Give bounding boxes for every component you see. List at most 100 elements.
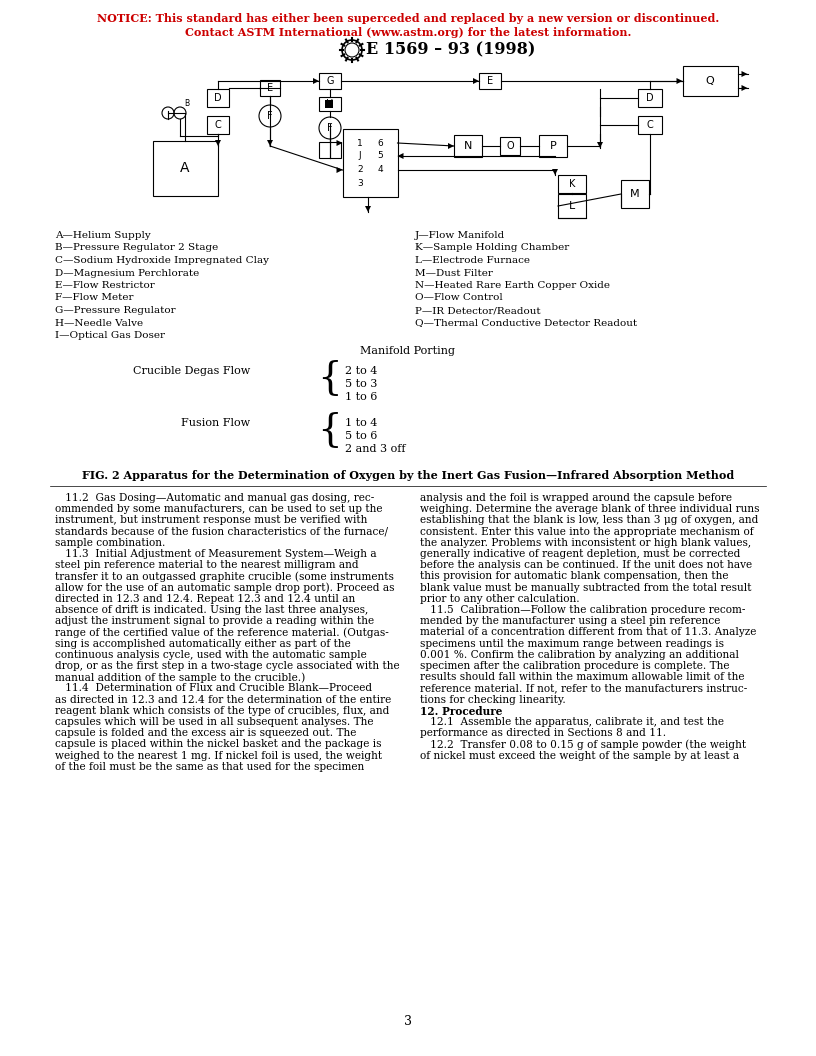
Polygon shape <box>215 140 221 146</box>
Text: O—Flow Control: O—Flow Control <box>415 294 503 302</box>
Text: NOTICE: This standard has either been superceded and replaced by a new version o: NOTICE: This standard has either been su… <box>97 13 719 24</box>
Text: 12.1  Assemble the apparatus, calibrate it, and test the: 12.1 Assemble the apparatus, calibrate i… <box>420 717 724 727</box>
Text: mended by the manufacturer using a steel pin reference: mended by the manufacturer using a steel… <box>420 617 721 626</box>
Text: J—Flow Manifold: J—Flow Manifold <box>415 231 505 240</box>
Text: E—Flow Restrictor: E—Flow Restrictor <box>55 281 155 290</box>
Text: {: { <box>317 413 343 450</box>
Polygon shape <box>597 142 603 148</box>
Text: blank value must be manually subtracted from the total result: blank value must be manually subtracted … <box>420 583 752 592</box>
Polygon shape <box>552 169 558 175</box>
Polygon shape <box>397 153 403 159</box>
Text: B—Pressure Regulator 2 Stage: B—Pressure Regulator 2 Stage <box>55 244 218 252</box>
Text: H: H <box>326 99 334 109</box>
Bar <box>682 65 738 96</box>
Text: C: C <box>215 120 221 130</box>
Text: 3: 3 <box>357 178 363 188</box>
Text: weighing. Determine the average blank of three individual runs: weighing. Determine the average blank of… <box>420 504 760 514</box>
Text: A—Helium Supply: A—Helium Supply <box>55 231 151 240</box>
Text: 6: 6 <box>377 138 383 148</box>
Text: F—Flow Meter: F—Flow Meter <box>55 294 134 302</box>
Text: of nickel must exceed the weight of the sample by at least a: of nickel must exceed the weight of the … <box>420 751 739 760</box>
Polygon shape <box>267 140 273 146</box>
Text: M—Dust Filter: M—Dust Filter <box>415 268 493 278</box>
Polygon shape <box>676 78 682 84</box>
Text: as directed in 12.3 and 12.4 for the determination of the entire: as directed in 12.3 and 12.4 for the det… <box>55 695 391 704</box>
Bar <box>454 135 482 157</box>
Text: this provision for automatic blank compensation, then the: this provision for automatic blank compe… <box>420 571 729 582</box>
Text: N: N <box>463 142 472 151</box>
Polygon shape <box>742 84 747 91</box>
Text: C: C <box>646 120 654 130</box>
Text: prior to any other calculation.: prior to any other calculation. <box>420 593 579 604</box>
Bar <box>325 100 333 108</box>
Bar <box>319 97 341 111</box>
Text: before the analysis can be continued. If the unit does not have: before the analysis can be continued. If… <box>420 560 752 570</box>
Text: 11.5  Calibration—Follow the calibration procedure recom-: 11.5 Calibration—Follow the calibration … <box>420 605 745 615</box>
Text: analysis and the foil is wrapped around the capsule before: analysis and the foil is wrapped around … <box>420 493 732 503</box>
Bar <box>621 180 649 208</box>
Bar <box>260 80 280 96</box>
Text: P—IR Detector/Readout: P—IR Detector/Readout <box>415 306 541 315</box>
Text: capsules which will be used in all subsequent analyses. The: capsules which will be used in all subse… <box>55 717 374 727</box>
Polygon shape <box>448 143 454 149</box>
Text: 4: 4 <box>377 166 383 174</box>
Polygon shape <box>336 140 343 146</box>
Text: tions for checking linearity.: tions for checking linearity. <box>420 695 565 704</box>
Text: L—Electrode Furnace: L—Electrode Furnace <box>415 256 530 265</box>
Text: E: E <box>267 83 273 93</box>
Text: B: B <box>184 99 189 108</box>
Text: establishing that the blank is low, less than 3 μg of oxygen, and: establishing that the blank is low, less… <box>420 515 758 526</box>
Text: 5: 5 <box>377 151 383 161</box>
Text: 2 and 3 off: 2 and 3 off <box>345 444 406 454</box>
Text: Fusion Flow: Fusion Flow <box>181 418 250 428</box>
Bar <box>153 140 218 195</box>
Text: A: A <box>180 161 190 175</box>
Text: continuous analysis cycle, used with the automatic sample: continuous analysis cycle, used with the… <box>55 649 366 660</box>
Text: specimen after the calibration procedure is complete. The: specimen after the calibration procedure… <box>420 661 730 671</box>
Text: 5 to 6: 5 to 6 <box>345 431 377 441</box>
Text: range of the certified value of the reference material. (Outgas-: range of the certified value of the refe… <box>55 627 388 638</box>
Text: E 1569 – 93 (1998): E 1569 – 93 (1998) <box>366 41 535 58</box>
Text: K: K <box>569 180 575 189</box>
Text: performance as directed in Sections 8 and 11.: performance as directed in Sections 8 an… <box>420 729 666 738</box>
Text: manual addition of the sample to the crucible.): manual addition of the sample to the cru… <box>55 673 305 683</box>
Bar <box>319 142 341 158</box>
Text: Q—Thermal Conductive Detector Readout: Q—Thermal Conductive Detector Readout <box>415 319 637 327</box>
Text: E: E <box>487 76 493 86</box>
Text: D: D <box>214 93 222 103</box>
Text: 2: 2 <box>357 166 363 174</box>
Text: 12. Procedure: 12. Procedure <box>420 705 503 717</box>
Text: C—Sodium Hydroxide Impregnated Clay: C—Sodium Hydroxide Impregnated Clay <box>55 256 269 265</box>
Text: generally indicative of reagent depletion, must be corrected: generally indicative of reagent depletio… <box>420 549 740 559</box>
Text: absence of drift is indicated. Using the last three analyses,: absence of drift is indicated. Using the… <box>55 605 368 615</box>
Text: reference material. If not, refer to the manufacturers instruc-: reference material. If not, refer to the… <box>420 683 747 694</box>
Polygon shape <box>473 78 479 84</box>
Text: 1: 1 <box>357 138 363 148</box>
Text: results should fall within the maximum allowable limit of the: results should fall within the maximum a… <box>420 673 744 682</box>
Polygon shape <box>313 78 319 84</box>
Polygon shape <box>742 71 747 77</box>
Text: FIG. 2 Apparatus for the Determination of Oxygen by the Inert Gas Fusion—Infrare: FIG. 2 Apparatus for the Determination o… <box>82 470 734 480</box>
Text: transfer it to an outgassed graphite crucible (some instruments: transfer it to an outgassed graphite cru… <box>55 571 394 582</box>
Text: 11.3  Initial Adjustment of Measurement System—Weigh a: 11.3 Initial Adjustment of Measurement S… <box>55 549 377 559</box>
Text: instrument, but instrument response must be verified with: instrument, but instrument response must… <box>55 515 367 526</box>
Text: I: I <box>329 145 331 155</box>
Bar <box>638 116 662 134</box>
Text: weighed to the nearest 1 mg. If nickel foil is used, the weight: weighed to the nearest 1 mg. If nickel f… <box>55 751 382 760</box>
Bar <box>479 73 501 89</box>
Polygon shape <box>365 206 371 212</box>
Text: standards because of the fusion characteristics of the furnace/: standards because of the fusion characte… <box>55 527 388 536</box>
Text: Q: Q <box>706 76 714 86</box>
Bar <box>207 89 229 107</box>
Bar <box>500 137 520 155</box>
Text: 1 to 6: 1 to 6 <box>345 392 377 402</box>
Text: 11.4  Determination of Flux and Crucible Blank—Proceed: 11.4 Determination of Flux and Crucible … <box>55 683 372 694</box>
Bar <box>207 116 229 134</box>
Text: Manifold Porting: Manifold Porting <box>361 346 455 356</box>
Text: 1 to 4: 1 to 4 <box>345 418 377 428</box>
Text: 5 to 3: 5 to 3 <box>345 379 377 389</box>
Text: Contact ASTM International (www.astm.org) for the latest information.: Contact ASTM International (www.astm.org… <box>184 27 632 38</box>
Text: directed in 12.3 and 12.4. Repeat 12.3 and 12.4 until an: directed in 12.3 and 12.4. Repeat 12.3 a… <box>55 593 355 604</box>
Text: 11.2  Gas Dosing—Automatic and manual gas dosing, rec-: 11.2 Gas Dosing—Automatic and manual gas… <box>55 493 375 503</box>
Text: M: M <box>630 189 640 199</box>
